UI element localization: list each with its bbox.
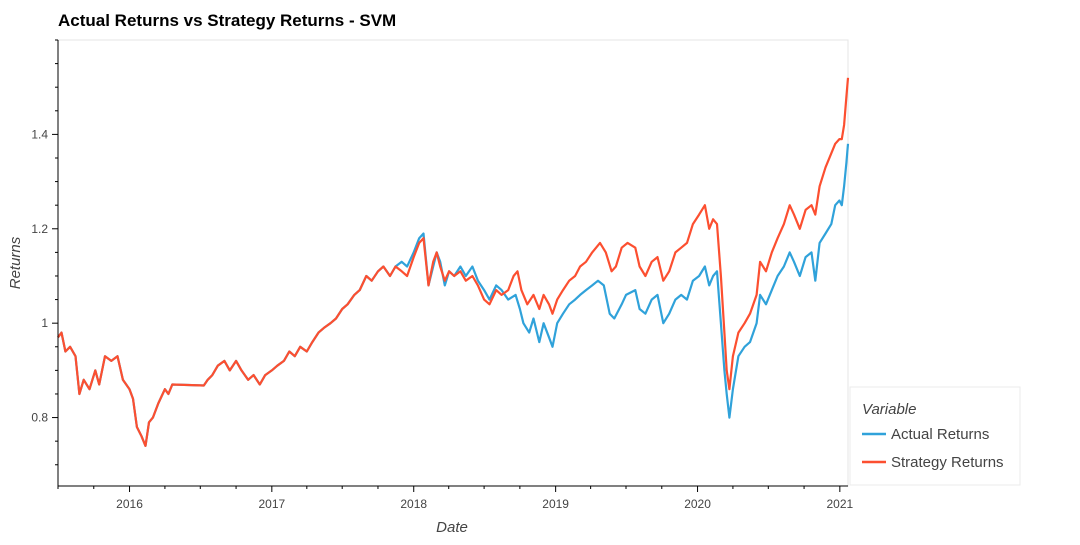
y-tick-label: 1.4 [31,127,48,141]
plot-area [57,39,849,487]
y-tick-label: 1.2 [31,222,48,236]
chart-title: Actual Returns vs Strategy Returns - SVM [58,11,397,30]
x-tick-label: 2017 [258,497,285,511]
legend-item-label[interactable]: Strategy Returns [891,454,1004,471]
x-tick-label: 2020 [684,497,711,511]
series-line-strategy-returns[interactable] [57,77,850,447]
x-axis-label: Date [436,519,468,536]
y-axis-label: Returns [7,236,24,289]
x-tick-label: 2021 [826,497,853,511]
y-tick-label: 1 [41,316,48,330]
x-tick-label: 2018 [400,497,427,511]
legend-title: Variable [862,401,916,418]
y-tick-label: 0.8 [31,411,48,425]
legend-box [849,386,1021,486]
x-tick-label: 2016 [116,497,143,511]
legend-item-label[interactable]: Actual Returns [891,426,989,443]
x-tick-label: 2019 [542,497,569,511]
